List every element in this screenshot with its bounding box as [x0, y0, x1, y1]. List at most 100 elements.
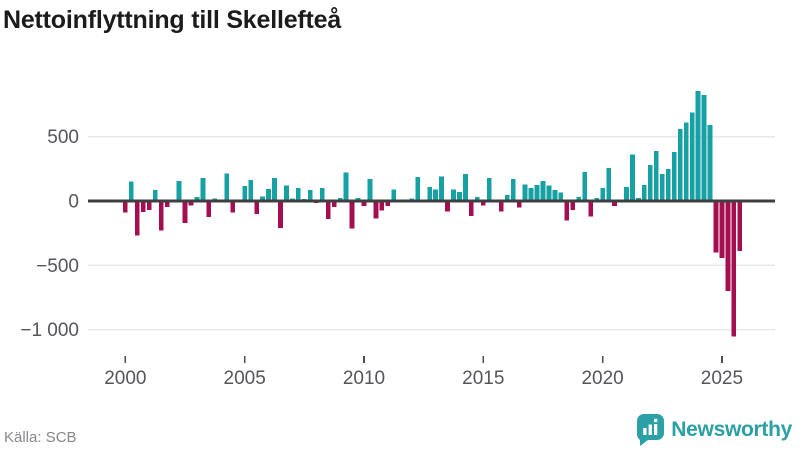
bar [558, 192, 564, 201]
bar [254, 201, 259, 214]
bar [540, 181, 546, 201]
bar [158, 201, 164, 231]
bar [564, 201, 570, 221]
bar [343, 172, 349, 201]
bars-group [123, 91, 743, 337]
bar [457, 192, 462, 201]
bar [319, 188, 325, 201]
bar [588, 201, 594, 217]
bar [713, 201, 719, 253]
bar [528, 188, 534, 201]
x-tick-label: 2010 [343, 368, 385, 389]
bar [612, 201, 617, 207]
bar [707, 125, 713, 201]
bar [636, 197, 641, 201]
bar [510, 179, 516, 201]
bar [486, 177, 492, 201]
bar [504, 195, 510, 201]
bar-glyph-1 [643, 428, 647, 435]
source-label: Källa: SCB [4, 429, 77, 446]
bar [546, 185, 552, 201]
bar [463, 173, 468, 201]
bar [439, 176, 444, 201]
bar [307, 190, 313, 201]
gridlines [88, 136, 775, 331]
x-tick-label: 2025 [701, 368, 743, 389]
bar [242, 186, 248, 201]
bar [731, 201, 737, 337]
bar [152, 190, 158, 201]
bar [671, 152, 677, 201]
bar [128, 181, 134, 201]
page-title: Nettoinflyttning till Skellefteå [3, 6, 342, 34]
bar [367, 179, 373, 201]
bar [576, 197, 582, 201]
bar [552, 190, 558, 201]
bar [725, 201, 731, 292]
bar [534, 184, 540, 201]
bar-glyph-3 [654, 424, 658, 435]
x-tick-label: 2000 [104, 368, 146, 389]
bar [230, 201, 236, 213]
bar [522, 184, 528, 201]
bar [737, 201, 743, 252]
bar [296, 188, 301, 201]
y-tick-label: −500 [36, 256, 79, 277]
bar [648, 164, 653, 201]
bar [677, 128, 683, 201]
bar [176, 181, 182, 201]
bar [278, 201, 283, 229]
bar [182, 201, 188, 223]
bar [498, 201, 504, 212]
bar [146, 201, 152, 210]
bar [260, 196, 265, 201]
y-tick-label: 0 [68, 192, 79, 213]
bar [451, 189, 456, 201]
bar [695, 91, 701, 201]
bar-glyph-2 [648, 424, 653, 435]
bar [123, 201, 128, 213]
bar [164, 201, 170, 207]
bar [188, 201, 194, 206]
bar [516, 201, 522, 208]
bar [689, 112, 695, 201]
x-tick-label: 2005 [224, 368, 266, 389]
bar [272, 177, 277, 201]
y-axis-labels: 500 0 −500 −1 000 [20, 127, 79, 341]
bar [385, 201, 391, 207]
bar [600, 188, 605, 201]
bar [427, 186, 432, 201]
bar [355, 197, 361, 201]
newsworthy-wordmark: Newsworthy [671, 418, 792, 441]
bar-glyph-dot [654, 418, 658, 423]
bar [140, 201, 146, 212]
x-tick-label: 2020 [581, 368, 623, 389]
bar [337, 197, 343, 201]
bar [445, 201, 450, 212]
bar [433, 189, 438, 201]
bar [391, 189, 397, 201]
y-tick-label: 500 [47, 127, 79, 148]
bar [469, 201, 474, 216]
bar [570, 201, 576, 210]
bar [361, 201, 367, 207]
bar [206, 201, 212, 218]
bar [134, 201, 140, 236]
bar [480, 201, 486, 206]
bar [284, 185, 289, 201]
bar [653, 150, 659, 201]
bar [683, 122, 689, 201]
bar [719, 201, 725, 259]
bar [325, 201, 331, 219]
bar [665, 168, 671, 201]
bar [630, 154, 635, 201]
y-tick-label: −1 000 [20, 320, 79, 341]
bar [200, 177, 206, 201]
bar [594, 197, 600, 201]
bar [642, 184, 647, 201]
bar [582, 172, 588, 201]
bar [624, 186, 629, 201]
bar [349, 201, 355, 229]
bar [248, 179, 253, 201]
